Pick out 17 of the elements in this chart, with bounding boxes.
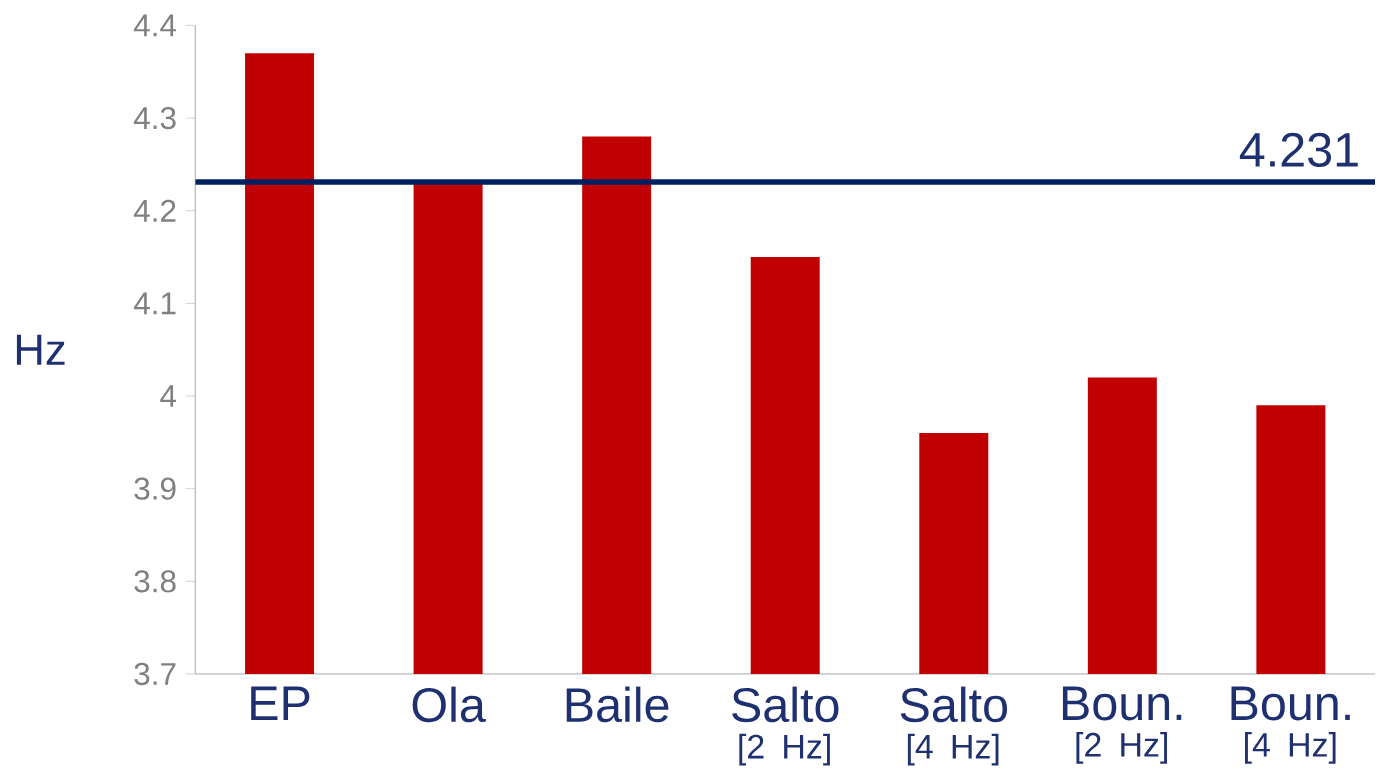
x-tick-label: Salto [2 Hz] xyxy=(732,686,839,766)
y-tick-label: 4.3 xyxy=(133,106,176,130)
x-tick-label: Ola xyxy=(412,686,486,723)
x-tick-label: Salto [4 Hz] xyxy=(900,686,1008,766)
y-tick-label: 3.9 xyxy=(134,477,176,500)
y-tick-label: 4 xyxy=(160,385,177,407)
x-tick-label: Boun. [4 Hz] xyxy=(1231,686,1350,764)
y-tick-label: 4.2 xyxy=(133,199,176,222)
y-tick-label: 3.7 xyxy=(134,662,176,686)
y-tick-label: 4.4 xyxy=(133,14,177,37)
x-tick-label: Baile xyxy=(566,686,669,723)
ref-line-label: 4.231 xyxy=(1239,132,1358,167)
y-tick-label: 3.8 xyxy=(134,570,176,593)
y-tick-label: 4.1 xyxy=(133,292,176,315)
y-axis-title: Hz xyxy=(16,334,65,365)
x-tick-label: EP xyxy=(251,686,310,720)
x-tick-label: Boun. [2 Hz] xyxy=(1062,686,1182,764)
